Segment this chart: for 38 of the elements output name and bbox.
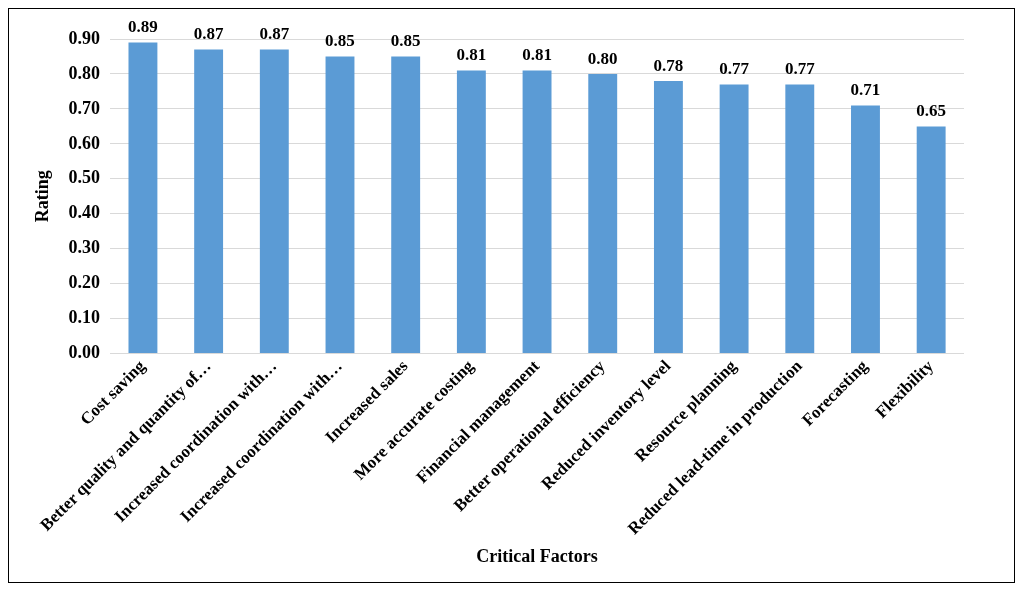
bar [325, 56, 355, 354]
bar [128, 42, 158, 354]
data-label: 0.77 [784, 59, 816, 79]
data-label: 0.65 [916, 101, 947, 121]
y-tick-label: 0.50 [68, 167, 101, 188]
y-tick-label: 0.80 [68, 62, 101, 83]
bar [851, 105, 880, 354]
bar [391, 56, 421, 354]
y-tick-label: 0.60 [68, 132, 101, 153]
bar [522, 70, 552, 354]
bar [456, 70, 486, 354]
y-tick-label: 0.70 [68, 97, 101, 118]
y-tick-label: 0.30 [68, 237, 101, 258]
data-label: 0.81 [522, 45, 552, 65]
y-tick-label: 0.40 [68, 202, 101, 223]
bar [719, 84, 749, 354]
data-label: 0.77 [719, 59, 750, 79]
data-label: 0.85 [390, 31, 421, 51]
data-label: 0.81 [456, 45, 487, 65]
data-label: 0.80 [587, 48, 618, 68]
data-label: 0.71 [850, 80, 881, 100]
data-label: 0.87 [259, 24, 290, 44]
data-label: 0.78 [653, 55, 684, 75]
y-axis-title: Rating [32, 170, 53, 223]
y-tick-label: 0.90 [68, 27, 101, 48]
bar [588, 73, 618, 354]
y-tick-label: 0.20 [68, 272, 101, 293]
bar [916, 126, 946, 354]
data-label: 0.85 [325, 31, 355, 51]
bar [194, 49, 224, 354]
y-tick-label: 0.00 [68, 342, 101, 363]
bar [259, 49, 289, 354]
y-tick-label: 0.10 [68, 307, 101, 328]
x-axis-title: Critical Factors [476, 545, 598, 566]
data-label: 0.89 [128, 17, 158, 37]
bar [785, 84, 815, 354]
bar [653, 80, 683, 354]
data-label: 0.87 [193, 24, 224, 44]
